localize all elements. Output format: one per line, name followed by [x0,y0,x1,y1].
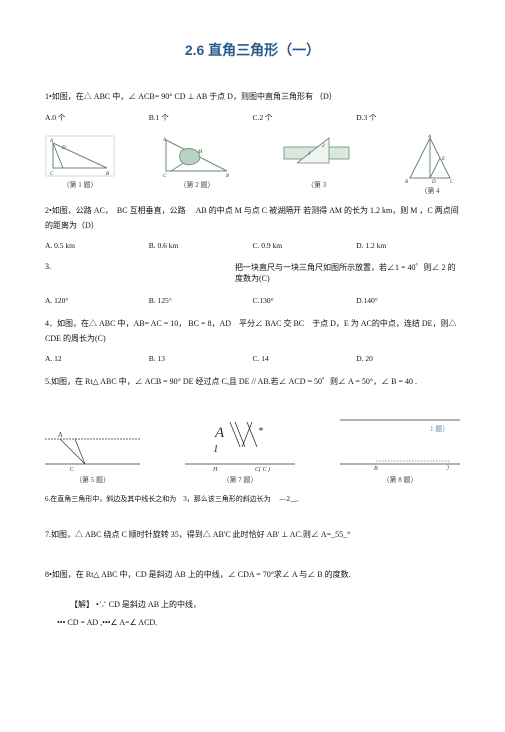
q8-text: 8•如图，在 Rt△ ABC 中，CD 是斜边 AB 上的中线，∠ CDA = … [45,568,460,582]
page-title: 2.6 直角三角形（一） [45,40,460,60]
fig5-svg: AC [45,417,140,472]
svg-text:1 题）: 1 题） [430,425,449,433]
q4-b: B. 13 [149,354,253,363]
svg-text:C( C ): C( C ) [255,466,270,473]
q3-d: D.140° [356,296,460,305]
fig4-svg: A B C D E [400,135,460,183]
svg-text:A: A [427,135,432,140]
q2-text: 2•如图，公路 AC， BC 互相垂直，公路 AB 的中点 M 与点 C 被湖隔… [45,204,460,233]
fig7-label: （第 7 题） [223,476,258,484]
q3-c: C.130° [253,296,357,305]
fig3-svg: 12 [279,135,354,177]
q4-text: 4．如图，在△ ABC 中，AB= AC = 10， BC = 8，AD 平分∠… [45,317,460,346]
svg-text:M: M [197,150,203,155]
q2-a: A. 0.5 km [45,241,149,250]
fig1: ADCB （第 1 题） [45,135,115,196]
q2-opts: A. 0.5 km B. 0.6 km C. 0.9 km D. 1.2 km [45,241,460,250]
q4-c: C. 14 [253,354,357,363]
svg-text:〉: 〉 [446,464,452,472]
svg-text:C: C [450,180,454,185]
svg-text:A: A [214,425,225,441]
fig5-label: （第 5 题） [75,476,110,484]
fig5: AC （第 5 题） [45,417,140,485]
q3-num: 3. [45,262,95,284]
fig3-label: （第 3 [307,181,326,189]
fig2-label: （第 2 题） [180,181,215,189]
q4-d: D. 20 [356,354,460,363]
svg-text:E: E [441,157,445,162]
q1-text: 1•如图，在△ ABC 中，∠ ACB= 90° CD ⊥ AB 于点 D，则图… [45,90,460,104]
q6-text: 6.在直角三角形中，斜边及其中线长之和为 3，那么该三角形的斜边长为 —2__. [45,493,460,506]
q4-opts: A. 12 B. 13 C. 14 D. 20 [45,354,460,363]
fig7-svg: A * 1 H C( C ) [185,417,295,472]
svg-text:D: D [431,180,436,185]
q7-text: 7.如图，△ ABC 绕点 C 顺时针旋转 35，得到△ AB'C 此时恰好 A… [45,528,460,542]
svg-text:B: B [106,172,109,177]
soln-l1: 【解】 •∵ CD 是斜边 AB 上的中线， [70,599,460,610]
q3-b: B. 125° [149,296,253,305]
fig8: 1 题） B 〉 （第 8 题） [340,417,460,485]
q4-a: A. 12 [45,354,149,363]
q3-opts: A. 120° B. 125° C.130° D.140° [45,296,460,305]
svg-text:C: C [163,174,167,179]
svg-text:D: D [61,146,66,151]
q1-a: A.0 个 [45,112,149,123]
svg-text:1: 1 [213,443,219,455]
q2-d: D. 1.2 km [356,241,460,250]
fig8-svg: 1 题） B 〉 [340,417,460,472]
figure-row-2: AC （第 5 题） A*1HC( C ) （第 7 题） 1 题）B〉 （第 … [45,417,460,485]
fig2-svg: AMCB [161,135,233,177]
svg-text:*: * [258,426,263,437]
soln-l2: ••• CD = AD ,•••∠ A=∠ ACD. [57,618,460,627]
fig1-label: （第 1 题） [63,181,98,189]
q5-text: 5.如图，在 Rt△ ABC 中，∠ ACB = 90° DE 经过点 C,且 … [45,375,460,389]
q3-text: 把一块直尺与一块三角尺如图所示放置，若∠1 = 40゜则∠ 2 的度数为(C) [95,262,460,284]
svg-text:B: B [374,466,378,472]
q1-opts: A.0 个 B.1 个 C.2 个 D.3 个 [45,112,460,123]
fig2: AMCB （第 2 题） [161,135,233,196]
svg-text:A: A [57,431,63,439]
q2-b: B. 0.6 km [149,241,253,250]
q2-c: C. 0.9 km [253,241,357,250]
q1-d: D.3 个 [356,112,460,123]
q1-b: B.1 个 [149,112,253,123]
figure-row-1: ADCB （第 1 题） A M C B （第 2 题） 12 （第 3 A B C D E … [45,135,460,196]
q3-a: A. 120° [45,296,149,305]
q1-c: C.2 个 [253,112,357,123]
q3-row: 3. 把一块直尺与一块三角尺如图所示放置，若∠1 = 40゜则∠ 2 的度数为(… [45,262,460,284]
fig1-svg: ADCB [45,135,115,177]
svg-text:B: B [226,174,229,179]
fig8-label: （第 8 题） [383,476,418,484]
fig4-label: （第 4 [420,187,439,195]
svg-text:1: 1 [308,152,311,157]
fig4: A B C D E （第 4 [400,135,460,196]
svg-text:B: B [405,180,408,185]
svg-text:C: C [70,467,74,473]
svg-text:H: H [212,467,218,473]
fig3: 12 （第 3 [279,135,354,196]
fig7: A * 1 H C( C ) （第 7 题） [185,417,295,485]
